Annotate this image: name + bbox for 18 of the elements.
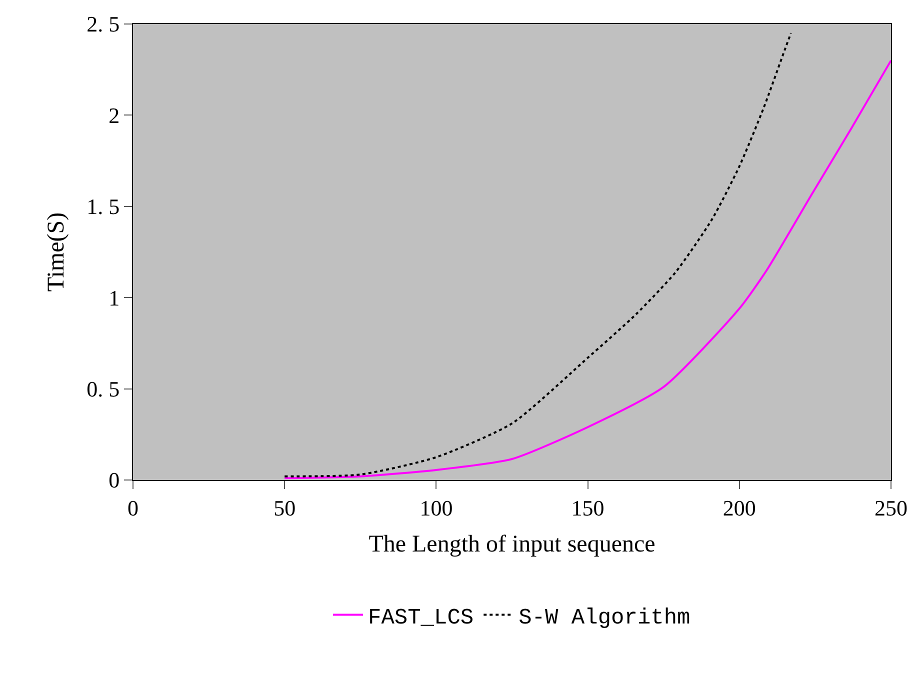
y-tick-label: 1. 5	[86, 194, 120, 220]
x-tick-label: 200	[722, 495, 756, 520]
line-series	[284, 59, 891, 480]
y-tick-label: 0	[108, 468, 120, 493]
x-tick-label: 50	[274, 495, 296, 520]
y-axis-title: Time(S)	[44, 212, 70, 292]
x-tick-label: 0	[128, 495, 138, 520]
x-axis-title: The Length of input sequence	[368, 532, 656, 558]
y-tick-label: 1	[108, 285, 120, 310]
legend-label: S-W Algorithm	[518, 605, 690, 630]
x-tick-label: 250	[874, 495, 908, 520]
x-tick-label: 150	[571, 495, 604, 520]
legend-label: FAST_LCS	[368, 605, 474, 630]
line-series	[284, 32, 792, 478]
x-tick-label: 100	[420, 495, 453, 520]
y-tick-label: 0. 5	[86, 376, 120, 402]
y-tick-label: 2. 5	[86, 12, 120, 37]
y-tick-label: 2	[108, 102, 120, 128]
